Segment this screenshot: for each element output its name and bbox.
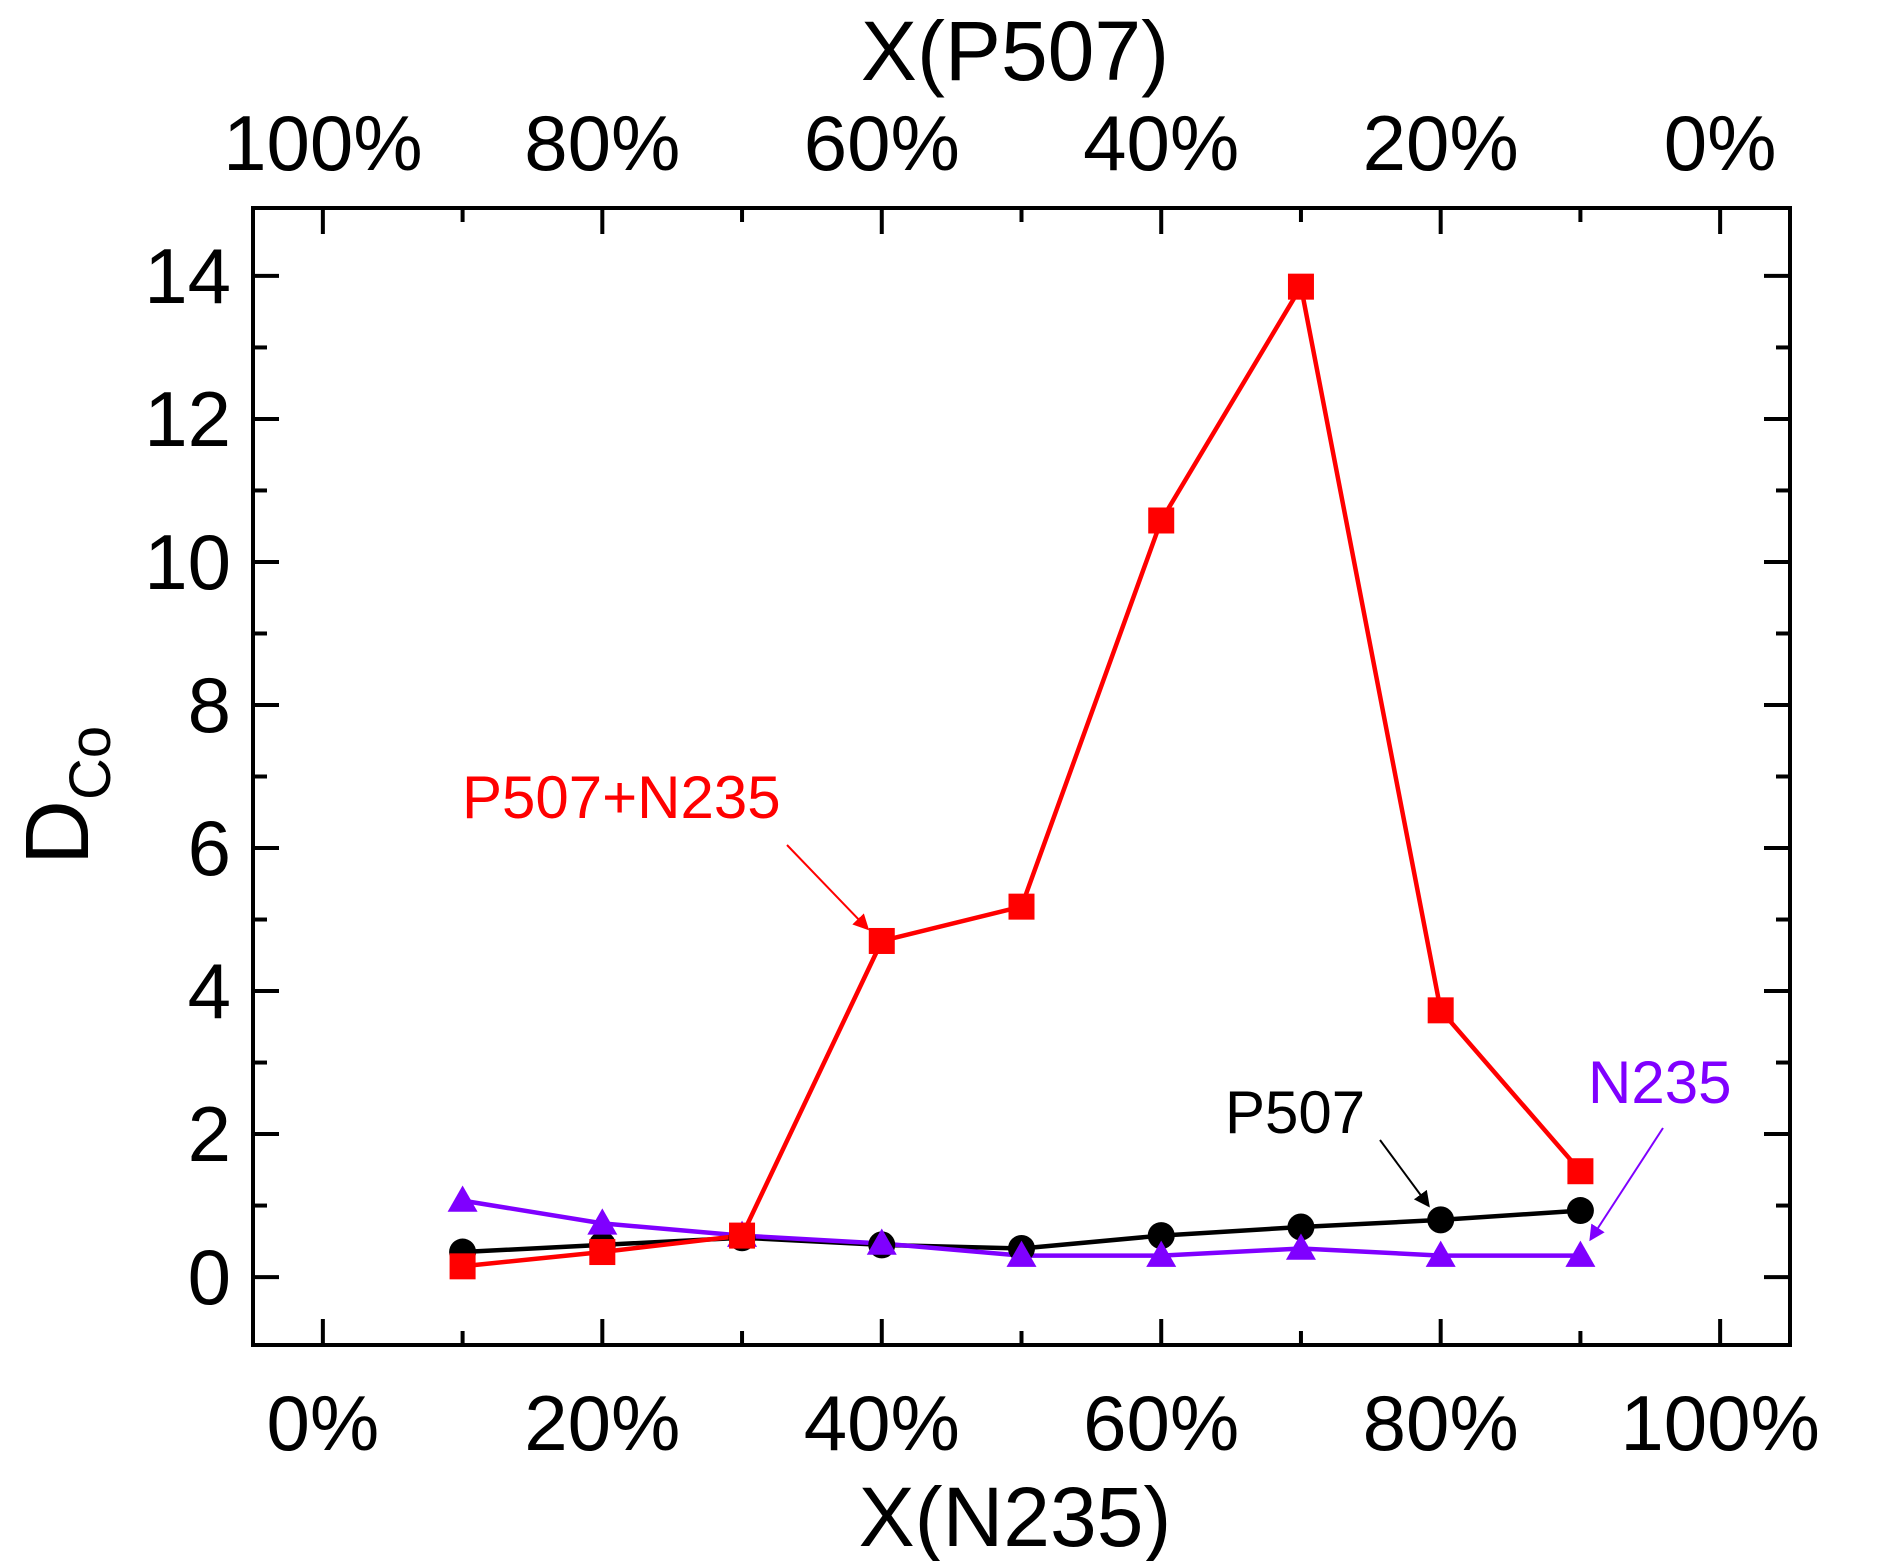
y-tick-label: 12 [144,375,231,463]
x-tick-label: 100% [1620,1379,1820,1467]
data-point-p507-n235 [449,1253,476,1280]
data-point-p507-n235 [1008,893,1035,920]
tick-marks-layer [253,208,1790,1345]
data-point-n235 [1146,1240,1177,1267]
data-point-n235 [1425,1240,1456,1267]
data-point-p507-n235 [1148,507,1175,534]
x-tick-label: 60% [1083,1379,1239,1467]
data-point-p507-n235 [868,927,895,954]
x2-tick-label: 40% [1083,99,1239,187]
x-tick-label: 0% [266,1379,379,1467]
data-point-p507 [1147,1222,1175,1250]
y-tick-label: 2 [188,1090,231,1178]
y-axis-title-main: D [8,800,108,865]
y-tick-label: 14 [144,232,231,320]
x2-tick-label: 20% [1363,99,1519,187]
y-axis-title: DCo [8,726,123,865]
x-tick-label: 80% [1363,1379,1519,1467]
x-tick-label: 40% [804,1379,960,1467]
annotation-label-p507: P507 [1225,1079,1365,1146]
data-point-n235 [866,1228,897,1255]
series-markers-layer [447,273,1596,1280]
data-point-p507 [1566,1197,1594,1225]
data-point-p507-n235 [1287,273,1314,300]
x2-tick-label: 60% [804,99,960,187]
y-tick-label: 10 [144,518,231,606]
data-point-p507 [1427,1206,1455,1234]
data-point-n235 [1006,1240,1037,1267]
data-point-n235 [447,1185,478,1212]
data-point-p507-n235 [1567,1158,1594,1185]
x2-tick-label: 0% [1664,99,1777,187]
tick-labels-layer: 0% 100% 20% 80% 40% 60% 60% 40% 80% 20% 100% 0% 0 2 4 6… [144,99,1820,1467]
annotation-arrow-n235 [1589,1127,1664,1242]
y-tick-label: 0 [188,1233,231,1321]
data-point-n235 [587,1208,618,1235]
data-point-n235 [1565,1240,1596,1267]
y-axis-title-subscript: Co [58,726,123,800]
annotation-label-n235: N235 [1588,1049,1731,1116]
y-tick-label: 4 [188,947,231,1035]
annotations-layer: P507+N235 P507 N235 [462,764,1731,1242]
data-point-p507-n235 [1427,997,1454,1024]
x2-tick-label: 100% [223,99,423,187]
data-point-p507 [1287,1213,1315,1241]
x-tick-label: 20% [524,1379,680,1467]
data-point-p507-n235 [589,1239,616,1266]
x-axis-title: X(N235) [859,1470,1172,1561]
annotation-arrow-p507 [1379,1139,1430,1208]
annotation-label-p507-n235: P507+N235 [462,764,781,831]
annotation-arrow-p507-n235 [786,844,870,931]
data-point-p507-n235 [729,1222,756,1249]
x2-tick-label: 80% [524,99,680,187]
y-tick-label: 8 [188,661,231,749]
plot-frame [251,206,1792,1347]
x2-axis-title: X(P507) [861,4,1169,98]
y-tick-label: 6 [188,804,231,892]
data-point-n235 [1285,1233,1316,1260]
